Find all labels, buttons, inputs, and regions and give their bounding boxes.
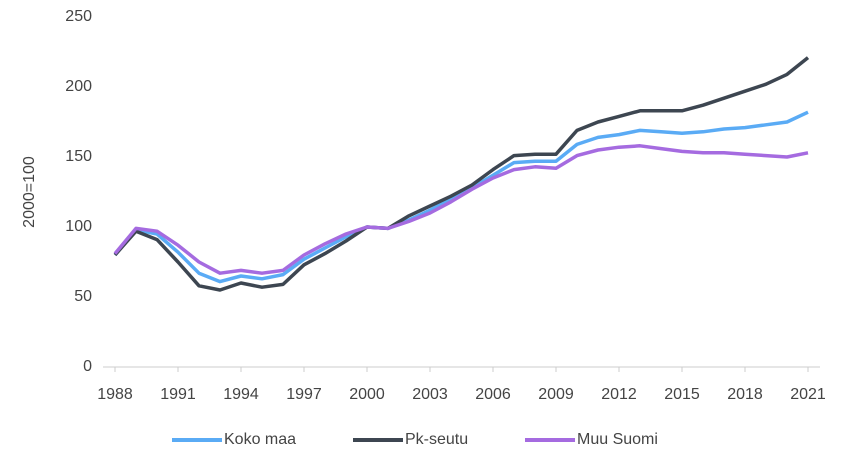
x-tick-label: 1991 [160, 386, 196, 403]
series-line [113, 56, 810, 292]
x-tick-label: 2021 [790, 386, 826, 403]
legend-label: Koko maa [224, 431, 296, 448]
y-axis-label: 2000=100 [21, 156, 38, 228]
x-tick-label: 2003 [412, 386, 448, 403]
x-tick-label: 2000 [349, 386, 385, 403]
series-line [113, 110, 809, 284]
x-tick-label: 2015 [664, 386, 700, 403]
x-tick-label: 2009 [538, 386, 574, 403]
x-tick-label: 2006 [475, 386, 511, 403]
y-tick-label: 50 [74, 288, 92, 305]
x-tick-label: 1994 [223, 386, 259, 403]
x-tick-label: 1988 [97, 386, 133, 403]
legend-label: Muu Suomi [577, 431, 658, 448]
x-tick-label: 2012 [601, 386, 637, 403]
x-tick-label: 2018 [727, 386, 763, 403]
legend-label: Pk-seutu [405, 431, 468, 448]
y-tick-label: 0 [83, 358, 92, 375]
y-tick-label: 200 [65, 78, 92, 95]
y-tick-label: 150 [65, 148, 92, 165]
y-tick-label: 250 [65, 8, 92, 25]
y-tick-label: 100 [65, 218, 92, 235]
series-line [113, 144, 809, 275]
x-tick-label: 1997 [286, 386, 322, 403]
